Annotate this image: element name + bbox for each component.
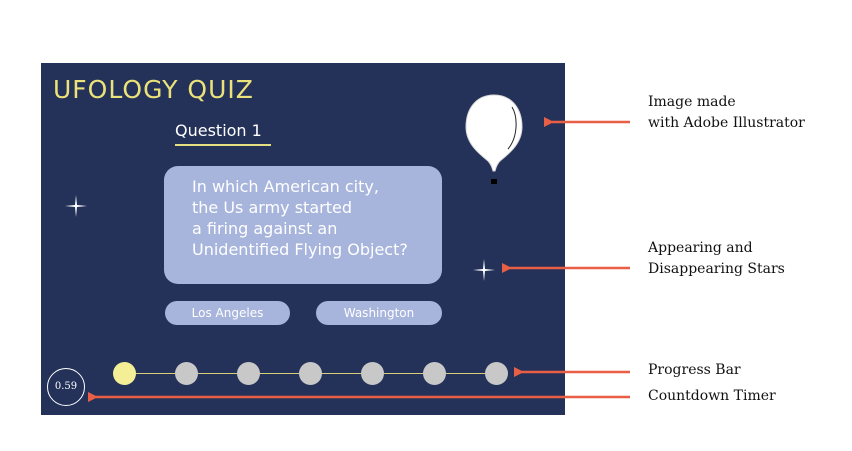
progress-dot [423, 362, 446, 385]
annotation-stars: Appearing and Disappearing Stars [648, 240, 785, 277]
quiz-screen: UFOLOGY QUIZ Question 1 In which America… [41, 63, 565, 415]
answer-button-2[interactable]: Washington [316, 301, 442, 325]
question-card: In which American city, the Us army star… [164, 166, 442, 284]
progress-dot [361, 362, 384, 385]
sparkle-star-icon [65, 195, 87, 217]
quiz-title: UFOLOGY QUIZ [53, 75, 254, 104]
question-text: In which American city, the Us army star… [192, 177, 408, 259]
progress-dot [485, 362, 508, 385]
question-label: Question 1 [175, 121, 271, 146]
progress-dot [237, 362, 260, 385]
annotation-timer: Countdown Timer [648, 388, 776, 404]
annotation-image: Image made with Adobe Illustrator [648, 94, 805, 131]
countdown-timer: 0.59 [47, 368, 85, 406]
sparkle-star-icon [473, 259, 495, 281]
progress-dot [299, 362, 322, 385]
annotation-progress-bar: Progress Bar [648, 362, 741, 378]
progress-dot [175, 362, 198, 385]
balloon-illustration [465, 94, 523, 184]
progress-dot [113, 362, 136, 385]
answer-button-1[interactable]: Los Angeles [165, 301, 290, 325]
